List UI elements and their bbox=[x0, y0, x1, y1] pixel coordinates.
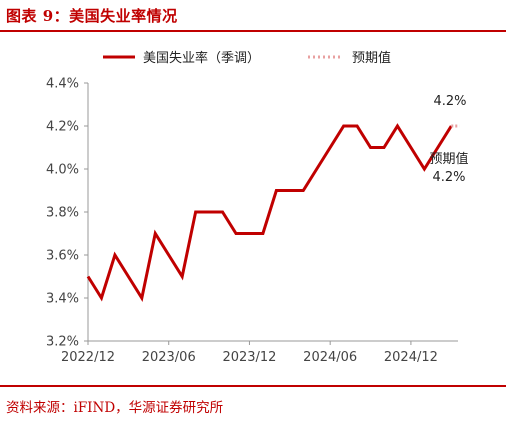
footer-rule bbox=[0, 385, 506, 387]
annotation-actual-value: 4.2% bbox=[433, 94, 466, 109]
y-tick-label: 4.4% bbox=[46, 77, 79, 92]
y-tick-label: 3.4% bbox=[46, 292, 79, 307]
chart-axes: 3.2% 3.4% 3.6% 3.8% 4.0% 4.2% 4.4% 2022/12 2023/… bbox=[46, 77, 458, 365]
legend-label-actual: 美国失业率（季调） bbox=[143, 50, 260, 66]
figure-title: 图表 9：美国失业率情况 bbox=[6, 7, 178, 25]
x-tick-label: 2023/12 bbox=[222, 350, 276, 365]
x-tick-label: 2023/06 bbox=[142, 350, 196, 365]
annotation-expected-value: 4.2% bbox=[432, 170, 465, 185]
x-tick-label: 2022/12 bbox=[61, 350, 115, 365]
chart-legend: 美国失业率（季调） 预期值 bbox=[103, 50, 391, 66]
y-tick-label: 3.8% bbox=[46, 206, 79, 221]
y-tick-label: 4.0% bbox=[46, 163, 79, 178]
x-tick-label: 2024/06 bbox=[303, 350, 357, 365]
source-note: 资料来源：iFIND，华源证券研究所 bbox=[6, 400, 224, 416]
y-tick-label: 3.2% bbox=[46, 335, 79, 350]
series-line-actual bbox=[86, 123, 453, 302]
chart-marks bbox=[86, 123, 460, 302]
y-tick-label: 3.6% bbox=[46, 249, 79, 264]
title-rule bbox=[0, 30, 506, 32]
legend-label-expected: 预期值 bbox=[352, 50, 391, 66]
y-tick-label: 4.2% bbox=[46, 120, 79, 135]
chart-annotations: 4.2% 预期值 4.2% bbox=[429, 94, 468, 185]
x-tick-label: 2024/12 bbox=[384, 350, 438, 365]
annotation-expected-label: 预期值 bbox=[429, 151, 468, 167]
